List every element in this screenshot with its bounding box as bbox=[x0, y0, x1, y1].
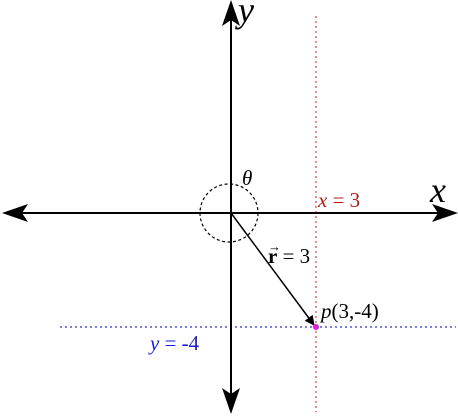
vector-symbol: r bbox=[268, 244, 277, 268]
point-p-label: p(3,-4) bbox=[319, 299, 379, 323]
vector-eq: = 3 bbox=[277, 244, 310, 268]
y-axis-top-arrowhead bbox=[222, 0, 240, 26]
point-p-marker bbox=[313, 324, 319, 330]
x-axis-left-arrowhead bbox=[2, 204, 28, 222]
point-p-name: p bbox=[319, 299, 332, 323]
vector-magnitude-text: r = 3 bbox=[268, 244, 310, 268]
angle-theta-arc bbox=[199, 183, 259, 243]
y-axis-bottom-arrowhead bbox=[222, 388, 240, 414]
x-equals-3-eq: = 3 bbox=[327, 188, 360, 212]
point-p-coords: (3,-4) bbox=[332, 299, 379, 323]
x-equals-3-label: x = 3 bbox=[317, 188, 360, 212]
y-equals-minus-4-eq: = -4 bbox=[159, 331, 199, 355]
y-equals-minus-4-label: y = -4 bbox=[148, 331, 200, 355]
vector-arrow-glyph: → bbox=[268, 239, 281, 254]
y-axis bbox=[222, 0, 240, 414]
position-vector-r bbox=[230, 212, 315, 326]
x-equals-3-var: x bbox=[317, 188, 328, 212]
y-equals-minus-4-var: y bbox=[148, 331, 160, 355]
vector-magnitude-label: → r = 3 bbox=[268, 239, 310, 268]
x-axis-right-arrowhead bbox=[432, 204, 458, 222]
x-axis-label: x bbox=[429, 170, 446, 210]
angle-theta-label: θ bbox=[242, 166, 252, 190]
y-axis-label: y bbox=[235, 0, 254, 30]
